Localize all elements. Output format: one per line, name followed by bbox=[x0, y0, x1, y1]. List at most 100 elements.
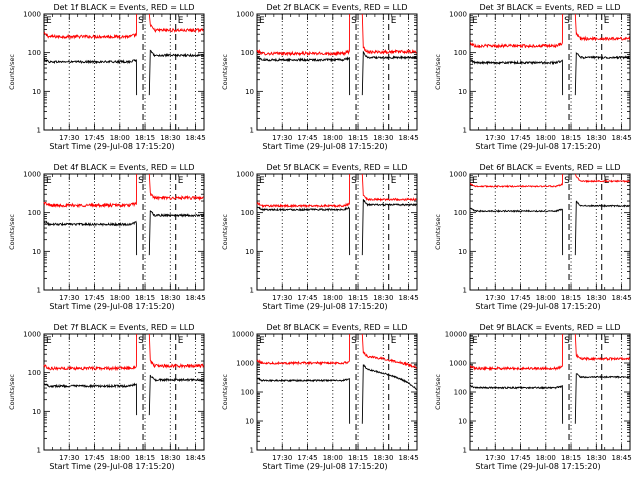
x-tick-label: 18:00 bbox=[110, 134, 130, 142]
x-tick-label: 18:45 bbox=[611, 294, 631, 302]
x-axis-label: Start Time (29-Jul-08 17:15:20) bbox=[475, 462, 600, 471]
x-tick-label: 18:30 bbox=[373, 454, 393, 462]
y-axis-label: Counts/sec bbox=[8, 214, 16, 250]
events-trace bbox=[256, 377, 351, 424]
events-trace bbox=[256, 56, 351, 96]
y-tick-label: 1 bbox=[250, 447, 254, 455]
y-tick-label: 10 bbox=[245, 248, 254, 256]
chart-panel: Det 7f BLACK = Events, RED = LLD 1 10 100 10… bbox=[8, 323, 206, 471]
events-trace bbox=[43, 382, 138, 416]
x-tick-label: 18:30 bbox=[586, 134, 606, 142]
x-tick-label: 18:15 bbox=[135, 454, 155, 462]
marker-label: S bbox=[351, 16, 357, 26]
lld-trace bbox=[148, 333, 205, 369]
y-tick-label: 10 bbox=[458, 88, 467, 96]
x-tick-label: 17:45 bbox=[84, 294, 104, 302]
y-axis-label: Counts/sec bbox=[434, 54, 442, 90]
marker-label: E bbox=[604, 16, 610, 26]
x-tick-label: 18:30 bbox=[586, 294, 606, 302]
marker-label: E bbox=[472, 16, 478, 26]
y-tick-label: 1000 bbox=[449, 360, 467, 368]
y-tick-label: 100 bbox=[241, 209, 254, 217]
plot-frame bbox=[256, 13, 418, 131]
y-tick-label: 100 bbox=[454, 209, 467, 217]
x-tick-label: 17:30 bbox=[485, 294, 505, 302]
lld-trace bbox=[469, 13, 564, 49]
x-tick-label: 17:45 bbox=[510, 134, 530, 142]
y-tick-label: 1000 bbox=[236, 360, 254, 368]
marker-label: E bbox=[391, 16, 397, 26]
plot-frame bbox=[43, 13, 205, 131]
y-tick-label: 1 bbox=[463, 287, 467, 295]
x-tick-label: 18:30 bbox=[373, 294, 393, 302]
y-tick-label: 100 bbox=[28, 369, 41, 377]
chart-title: Det 6f BLACK = Events, RED = LLD bbox=[479, 163, 620, 172]
lld-trace bbox=[361, 173, 417, 202]
events-trace bbox=[574, 373, 630, 424]
chart-panel: Det 4f BLACK = Events, RED = LLD 1 10 100 10… bbox=[8, 163, 206, 311]
plot-frame bbox=[469, 13, 631, 131]
x-tick-label: 17:45 bbox=[510, 294, 530, 302]
marker-label: E bbox=[46, 176, 52, 186]
plot-frame bbox=[469, 333, 631, 451]
y-axis-label: Counts/sec bbox=[221, 54, 229, 90]
x-axis-label: Start Time (29-Jul-08 17:15:20) bbox=[262, 462, 387, 471]
y-tick-label: 1000 bbox=[449, 11, 467, 19]
y-axis-label: Counts/sec bbox=[221, 214, 229, 250]
chart-title: Det 5f BLACK = Events, RED = LLD bbox=[266, 163, 407, 172]
lld-trace bbox=[361, 333, 417, 369]
lld-trace bbox=[574, 333, 631, 362]
events-trace bbox=[469, 207, 564, 256]
lld-trace bbox=[43, 173, 138, 209]
x-axis-label: Start Time (29-Jul-08 17:15:20) bbox=[262, 302, 387, 311]
y-tick-label: 10 bbox=[32, 248, 41, 256]
y-tick-label: 10 bbox=[32, 88, 41, 96]
events-trace bbox=[148, 49, 204, 96]
chart-title: Det 3f BLACK = Events, RED = LLD bbox=[479, 3, 620, 12]
y-tick-label: 1 bbox=[463, 127, 467, 135]
x-axis-label: Start Time (29-Jul-08 17:15:20) bbox=[475, 302, 600, 311]
x-tick-label: 18:45 bbox=[185, 134, 205, 142]
x-axis-label: Start Time (29-Jul-08 17:15:20) bbox=[49, 462, 174, 471]
chart-title: Det 9f BLACK = Events, RED = LLD bbox=[479, 323, 620, 332]
marker-label: E bbox=[472, 176, 478, 186]
chart-panel: Det 5f BLACK = Events, RED = LLD 1 10 100 10… bbox=[221, 163, 419, 311]
lld-trace bbox=[43, 333, 138, 372]
marker-label: E bbox=[391, 336, 397, 346]
x-tick-label: 17:30 bbox=[59, 454, 79, 462]
y-tick-label: 10 bbox=[458, 418, 467, 426]
marker-label: E bbox=[178, 16, 184, 26]
lld-trace bbox=[256, 13, 351, 57]
events-trace bbox=[574, 51, 630, 96]
lld-trace bbox=[574, 13, 631, 42]
y-tick-label: 1000 bbox=[23, 171, 41, 179]
y-tick-label: 1000 bbox=[236, 171, 254, 179]
x-axis-label: Start Time (29-Jul-08 17:15:20) bbox=[49, 142, 174, 151]
x-tick-label: 18:00 bbox=[323, 454, 343, 462]
marker-label: S bbox=[138, 16, 144, 26]
y-tick-label: 1000 bbox=[449, 171, 467, 179]
x-tick-label: 18:45 bbox=[398, 294, 418, 302]
y-axis-label: Counts/sec bbox=[8, 374, 16, 410]
events-trace bbox=[469, 384, 564, 424]
x-tick-label: 18:30 bbox=[160, 294, 180, 302]
events-trace bbox=[148, 374, 204, 416]
marker-label: E bbox=[259, 336, 265, 346]
x-tick-label: 18:30 bbox=[586, 454, 606, 462]
marker-label: S bbox=[351, 176, 357, 186]
marker-label: S bbox=[351, 336, 357, 346]
marker-label: S bbox=[564, 16, 570, 26]
x-axis-label: Start Time (29-Jul-08 17:15:20) bbox=[475, 142, 600, 151]
x-tick-label: 18:00 bbox=[323, 294, 343, 302]
y-tick-label: 100 bbox=[28, 209, 41, 217]
x-tick-label: 17:45 bbox=[84, 134, 104, 142]
x-tick-label: 17:30 bbox=[272, 294, 292, 302]
y-tick-label: 100 bbox=[28, 49, 41, 57]
x-tick-label: 18:15 bbox=[348, 294, 368, 302]
chart-panel: Det 6f BLACK = Events, RED = LLD 1 10 100 10… bbox=[434, 163, 632, 311]
y-tick-label: 1 bbox=[37, 287, 41, 295]
events-trace bbox=[361, 50, 417, 96]
x-tick-label: 18:00 bbox=[110, 294, 130, 302]
x-tick-label: 17:45 bbox=[84, 454, 104, 462]
